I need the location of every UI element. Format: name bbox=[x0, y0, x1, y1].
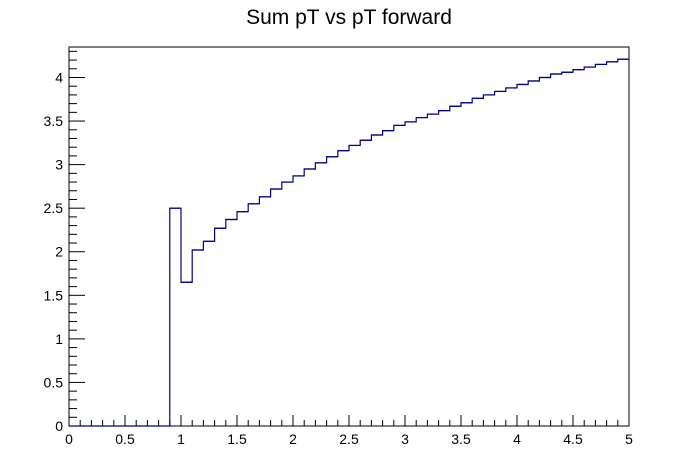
x-tick-label: 1.5 bbox=[227, 431, 247, 447]
histogram-line bbox=[69, 58, 629, 427]
x-tick-label: 4 bbox=[513, 431, 521, 447]
y-tick-label: 3.5 bbox=[44, 113, 64, 129]
y-tick-label: 1.5 bbox=[44, 287, 64, 303]
x-tick-label: 3.5 bbox=[451, 431, 471, 447]
x-tick-label: 2 bbox=[289, 431, 297, 447]
x-tick-label: 3 bbox=[401, 431, 409, 447]
axes: 0 0.5 1 1.5 2 2.5 3 3.5 4 4.5 5 0 0.5 1 1.5 2 2.5 3 3.5 4 bbox=[44, 50, 633, 447]
y-tick-label: 1 bbox=[55, 331, 63, 347]
x-tick-label: 1 bbox=[177, 431, 185, 447]
histogram-series bbox=[69, 58, 629, 427]
y-tick-label: 3 bbox=[55, 157, 63, 173]
y-tick-label: 4 bbox=[55, 69, 63, 85]
chart-title: Sum pT vs pT forward bbox=[246, 6, 452, 29]
x-tick-label: 0.5 bbox=[115, 431, 135, 447]
x-tick-label: 2.5 bbox=[339, 431, 359, 447]
y-tick-label: 2 bbox=[55, 244, 63, 260]
y-tick-label: 0.5 bbox=[44, 374, 64, 390]
y-tick-label: 2.5 bbox=[44, 200, 64, 216]
x-tick-label: 0 bbox=[65, 431, 73, 447]
plot-frame bbox=[68, 46, 630, 427]
y-tick-label: 0 bbox=[55, 418, 63, 434]
x-tick-label: 5 bbox=[625, 431, 633, 447]
x-tick-label: 4.5 bbox=[563, 431, 583, 447]
